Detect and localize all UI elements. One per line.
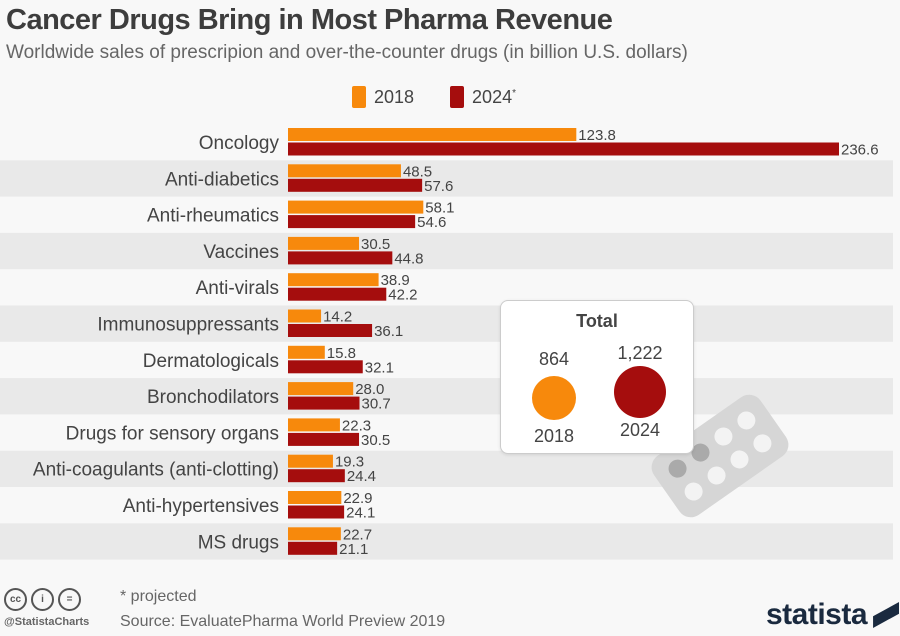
legend-swatch-2018 <box>352 86 366 108</box>
bar-2018 <box>288 309 322 323</box>
bar-2024 <box>288 251 393 265</box>
data-label-2024: 236.6 <box>841 142 879 159</box>
data-label-2018: 14.2 <box>323 309 352 326</box>
data-label-2018: 123.8 <box>578 127 616 144</box>
data-label-2018: 48.5 <box>403 163 432 180</box>
row-band <box>0 232 893 270</box>
data-label-2024: 44.8 <box>394 250 423 267</box>
attribution-icon: i <box>31 588 54 611</box>
row-band <box>0 523 893 560</box>
bar-2018 <box>288 454 333 468</box>
chart-title: Cancer Drugs Bring in Most Pharma Revenu… <box>6 4 613 36</box>
category-label: Bronchodilators <box>147 387 279 408</box>
category-label: Vaccines <box>203 242 279 263</box>
category-label: Immunosuppressants <box>97 315 279 336</box>
cc-icon: cc <box>4 588 27 611</box>
legend-item-2024: 2024* <box>450 86 516 108</box>
statista-logo[interactable]: statista <box>766 598 900 632</box>
total-box: Total 864 2018 1,222 2024 <box>500 300 694 454</box>
bar-2018 <box>288 345 325 359</box>
category-label: Drugs for sensory organs <box>66 423 279 444</box>
bar-2024 <box>288 324 373 337</box>
data-label-2024: 42.2 <box>388 287 417 304</box>
logo-text: statista <box>766 598 868 631</box>
bar-2024 <box>288 142 839 156</box>
legend-label: 2024 <box>472 86 513 107</box>
twitter-handle[interactable]: @StatistaCharts <box>4 616 90 628</box>
data-label-2024: 30.5 <box>361 432 390 449</box>
row-band <box>0 305 893 342</box>
data-label-2024: 57.6 <box>424 178 453 195</box>
legend: 2018 2024* <box>352 86 516 108</box>
category-label: Anti-hypertensives <box>123 496 279 517</box>
data-label-2024: 32.1 <box>365 359 394 376</box>
data-label-2024: 24.4 <box>347 468 376 485</box>
total-value: 1,222 <box>617 343 663 363</box>
data-label-2018: 58.1 <box>425 200 454 217</box>
bar-2018 <box>288 418 340 432</box>
data-label-2018: 28.0 <box>355 381 384 398</box>
data-label-2018: 22.3 <box>342 417 371 434</box>
total-year: 2018 <box>533 426 575 446</box>
bar-2024 <box>288 360 363 374</box>
category-label: Oncology <box>199 133 280 154</box>
data-label-2018: 19.3 <box>335 454 364 471</box>
total-circle-2018 <box>532 376 576 420</box>
bar-2024 <box>288 505 345 519</box>
legend-swatch-2024 <box>450 86 465 108</box>
no-derivatives-icon: = <box>58 588 81 611</box>
bar-2024 <box>288 469 345 483</box>
bar-2018 <box>288 128 577 141</box>
data-label-2018: 38.9 <box>381 272 410 289</box>
total-value: 864 <box>538 349 570 369</box>
category-label: MS drugs <box>198 532 279 553</box>
total-year: 2024 <box>619 420 661 440</box>
footnote: * projected <box>120 588 197 605</box>
bar-2024 <box>288 541 338 555</box>
total-circle-2024 <box>614 366 666 418</box>
legend-label: 2018 <box>374 86 415 107</box>
total-2018: 864 2018 <box>519 349 589 447</box>
bar-2024 <box>288 432 360 446</box>
row-band <box>0 160 893 197</box>
data-label-2024: 21.1 <box>339 541 368 558</box>
data-label-2024: 24.1 <box>346 505 375 522</box>
data-label-2024: 54.6 <box>417 214 446 231</box>
category-label: Anti-diabetics <box>165 169 279 190</box>
legend-asterisk: * <box>512 87 516 99</box>
creative-commons-icons: cc i = <box>4 588 81 611</box>
logo-mark-icon <box>873 602 900 628</box>
bar-2024 <box>288 287 387 301</box>
bar-2018 <box>288 527 341 541</box>
bar-2024 <box>288 396 360 410</box>
category-label: Anti-rheumatics <box>147 206 279 227</box>
category-label: Anti-coagulants (anti-clotting) <box>33 460 279 481</box>
legend-item-2018: 2018 <box>352 86 414 108</box>
bar-2024 <box>288 178 423 192</box>
data-label-2018: 22.9 <box>343 490 372 507</box>
data-label-2024: 30.7 <box>361 396 390 413</box>
bar-2018 <box>288 491 342 504</box>
bar-2018 <box>288 236 360 250</box>
chart-subtitle: Worldwide sales of prescripion and over-… <box>6 42 688 63</box>
bar-2018 <box>288 164 401 178</box>
bar-2018 <box>288 200 424 214</box>
bar-2018 <box>288 382 354 396</box>
bar-2018 <box>288 273 379 287</box>
category-label: Dermatologicals <box>143 351 279 372</box>
data-label-2018: 30.5 <box>361 236 390 253</box>
data-label-2018: 15.8 <box>327 345 356 362</box>
source[interactable]: Source: EvaluatePharma World Preview 201… <box>120 613 446 630</box>
data-label-2018: 22.7 <box>343 526 372 543</box>
bar-2024 <box>288 215 416 229</box>
total-2024: 1,222 2024 <box>605 343 675 441</box>
total-title: Total <box>576 311 618 331</box>
category-label: Anti-virals <box>196 278 279 299</box>
data-label-2024: 36.1 <box>374 323 403 340</box>
